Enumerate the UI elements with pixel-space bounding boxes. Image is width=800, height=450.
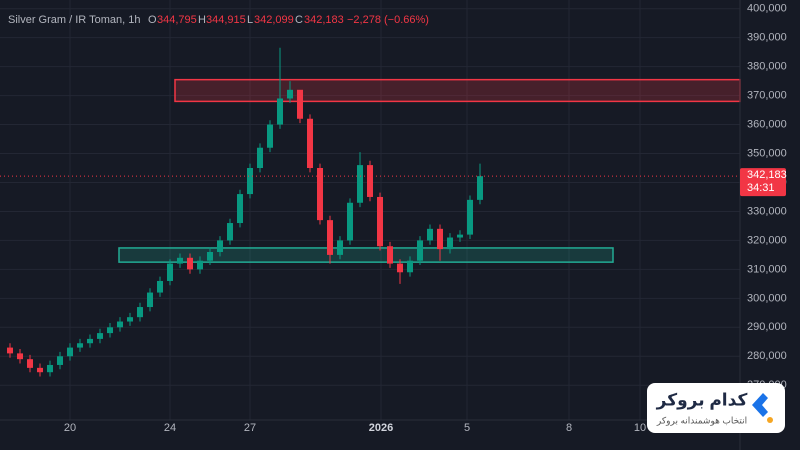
countdown: 34:31 — [747, 182, 775, 194]
y-tick-label: 310,000 — [747, 263, 787, 275]
candle-body — [367, 165, 373, 197]
ohlc-value: 344,915 — [206, 14, 246, 26]
y-tick-label: 380,000 — [747, 61, 787, 73]
ohlc-label: C — [295, 14, 303, 26]
candle-body — [467, 199, 473, 235]
last-price-box — [740, 168, 786, 197]
candle-body — [317, 168, 323, 221]
candle-body — [137, 307, 143, 318]
candle-body — [427, 228, 433, 241]
x-tick-label: 8 — [566, 422, 572, 434]
candle-body — [407, 260, 413, 273]
candle-body — [447, 237, 453, 250]
candle-body — [157, 280, 163, 293]
header: Silver Gram / IR Toman, 1h O 344,795 H 3… — [8, 14, 429, 26]
candle-body — [147, 292, 153, 308]
watermark-box — [647, 383, 785, 433]
candle-body — [377, 196, 383, 247]
watermark-subtitle: انتخاب هوشمندانه بروکر — [656, 415, 747, 425]
y-tick-label: 330,000 — [747, 205, 787, 217]
ohlc-value: 344,795 — [157, 14, 197, 26]
ohlc-label: L — [247, 14, 253, 26]
zone — [118, 247, 614, 263]
change: −2,278 (−0.66%) — [347, 14, 429, 26]
candles — [0, 47, 740, 377]
candle-body — [387, 246, 393, 264]
candle-body — [457, 234, 463, 238]
candle-body — [37, 367, 43, 373]
ohlc-label: H — [198, 14, 206, 26]
candle-body — [47, 364, 53, 373]
y-tick-label: 360,000 — [747, 118, 787, 130]
candle-body — [197, 260, 203, 270]
candle-body — [477, 176, 483, 200]
logo-icon — [752, 393, 768, 417]
symbol: Silver Gram / IR Toman, 1h — [8, 14, 140, 26]
y-tick-label: 320,000 — [747, 234, 787, 246]
candle-body — [7, 347, 13, 354]
x-tick-label: 20 — [64, 422, 76, 434]
x-tick-label: 10 — [634, 422, 646, 434]
candle-body — [177, 257, 183, 264]
candle-body — [287, 89, 293, 99]
candle-body — [297, 89, 303, 119]
x-tick-label: 24 — [164, 422, 176, 434]
y-tick-label: 290,000 — [747, 321, 787, 333]
candle-body — [267, 124, 273, 148]
candle-body — [97, 333, 103, 339]
y-tick-label: 390,000 — [747, 32, 787, 44]
candle-body — [187, 257, 193, 270]
candle-body — [327, 220, 333, 255]
candle-body — [417, 240, 423, 261]
candle-body — [87, 338, 93, 344]
candle-body — [17, 353, 23, 360]
zones — [118, 78, 741, 263]
y-tick-label: 300,000 — [747, 292, 787, 304]
x-tick-label: 5 — [464, 422, 470, 434]
ohlc-value: 342,099 — [254, 14, 294, 26]
candle-body — [27, 359, 33, 368]
ohlc-label: O — [148, 14, 157, 26]
x-tick-label: 27 — [244, 422, 256, 434]
y-tick-label: 370,000 — [747, 89, 787, 101]
candle-body — [167, 263, 173, 281]
candle-body — [127, 317, 133, 322]
watermark: کدام بروکر انتخاب هوشمندانه بروکر — [647, 383, 785, 433]
x-tick-label: 2026 — [369, 422, 393, 434]
candle-body — [357, 165, 363, 203]
candle-body — [337, 240, 343, 255]
candle-body — [307, 118, 313, 168]
candle-body — [227, 223, 233, 241]
candle-body — [347, 202, 353, 241]
ohlc-value: 342,183 — [304, 14, 344, 26]
candle-body — [257, 147, 263, 168]
y-tick-label: 350,000 — [747, 147, 787, 159]
candle-body — [237, 194, 243, 224]
candle-body — [437, 228, 443, 250]
candle-body — [207, 252, 213, 261]
candle-body — [397, 263, 403, 273]
zone — [174, 78, 741, 103]
watermark-title: کدام بروکر — [656, 390, 748, 410]
last-price-label: 342,183 — [747, 169, 787, 181]
y-tick-label: 280,000 — [747, 350, 787, 362]
candle-body — [217, 240, 223, 252]
candle-body — [277, 98, 283, 125]
candle-body — [107, 327, 113, 334]
candle-body — [77, 343, 83, 348]
candle-body — [57, 356, 63, 365]
candle-body — [117, 321, 123, 328]
y-tick-label: 400,000 — [747, 3, 787, 15]
candle-body — [247, 168, 253, 195]
candle-body — [67, 347, 73, 357]
logo-dot — [767, 417, 773, 423]
